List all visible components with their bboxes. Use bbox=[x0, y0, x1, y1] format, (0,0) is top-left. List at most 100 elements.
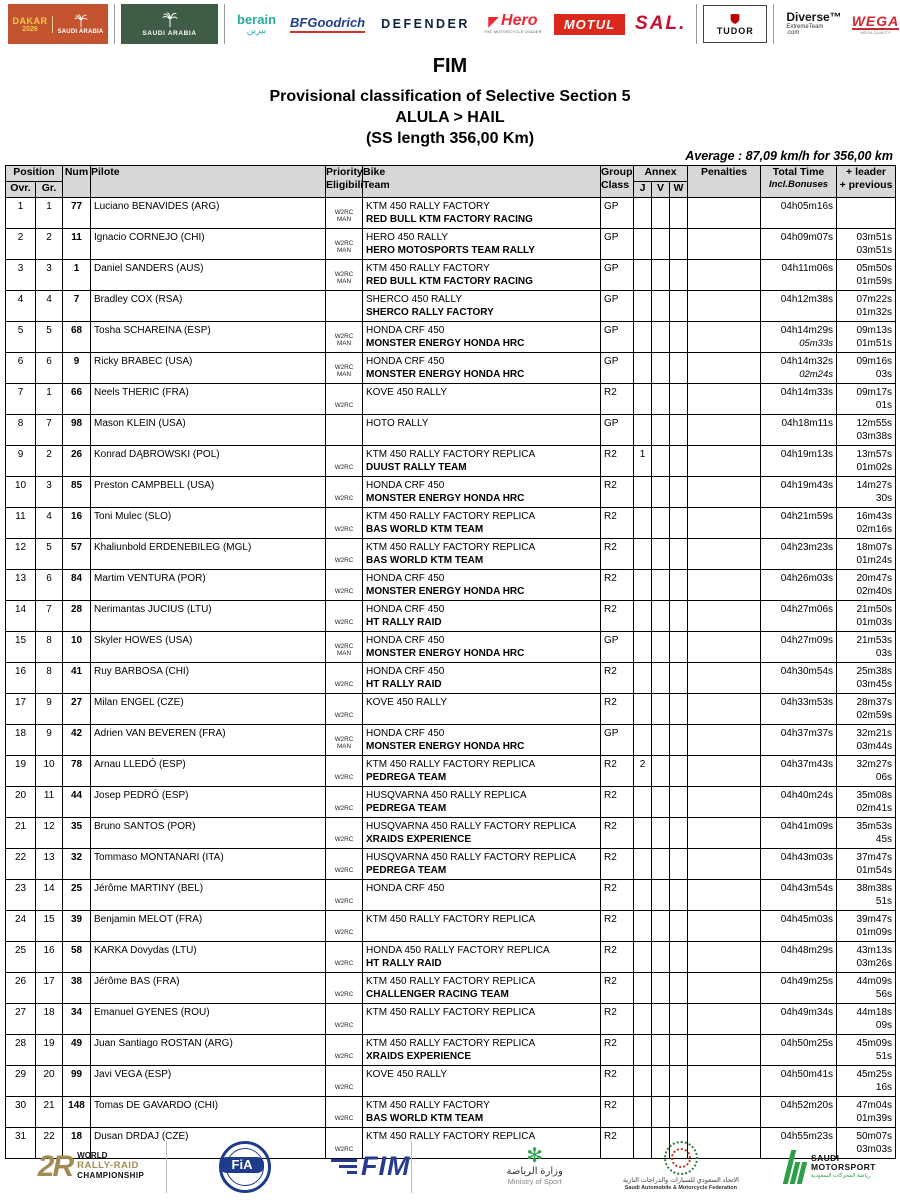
group-class: R2 bbox=[600, 941, 635, 973]
overall-position: 1 bbox=[5, 197, 36, 229]
total-time: 04h19m43s bbox=[760, 476, 838, 508]
w2rc-logo: 2R WORLD RALLY-RAID CHAMPIONSHIP bbox=[37, 1149, 145, 1183]
gap-to-leader: 44m18s 09s bbox=[836, 1003, 897, 1035]
gap-to-leader: 47m04s 01m39s bbox=[836, 1096, 897, 1128]
group-position: 10 bbox=[34, 755, 64, 787]
annex-j-value bbox=[633, 197, 653, 229]
group-position: 11 bbox=[34, 786, 64, 818]
gap-to-leader bbox=[836, 197, 897, 229]
overall-position: 24 bbox=[5, 910, 36, 942]
annex-v-value bbox=[651, 290, 671, 322]
priority-eligibility: W2RC bbox=[325, 383, 364, 415]
sponsor-bar: DAKAR 2026 SAUDI ARABIA SAUDI ARABIA ber… bbox=[0, 0, 900, 48]
table-row: 16 8 41 Ruy BARBOSA (CHI) W2RC HONDA CRF… bbox=[5, 662, 897, 694]
hero-logo: ◤ Hero THE MOTORCYCLE LEADER bbox=[483, 12, 542, 35]
table-row: 22 13 32 Tommaso MONTANARI (ITA) W2RC HU… bbox=[5, 848, 897, 880]
col-position: Position bbox=[4, 165, 64, 182]
rider-name: Daniel SANDERS (AUS) bbox=[90, 259, 327, 291]
penalties-value bbox=[687, 910, 762, 942]
bike-and-team: KTM 450 RALLY FACTORY REPLICA PEDREGA TEA… bbox=[362, 755, 602, 787]
annex-w-value bbox=[669, 879, 689, 911]
rider-number: 66 bbox=[62, 383, 92, 415]
bike-and-team: KTM 450 RALLY FACTORY REPLICA bbox=[362, 1127, 602, 1159]
rider-number: 35 bbox=[62, 817, 92, 849]
rider-number: 68 bbox=[62, 321, 92, 353]
rider-number: 1 bbox=[62, 259, 92, 291]
group-position: 22 bbox=[34, 1127, 64, 1159]
rider-number: 18 bbox=[62, 1127, 92, 1159]
annex-v-value bbox=[651, 786, 671, 818]
priority-eligibility: W2RC bbox=[325, 1127, 364, 1159]
rider-name: Tosha SCHAREINA (ESP) bbox=[90, 321, 327, 353]
overall-position: 28 bbox=[5, 1034, 36, 1066]
total-time: 04h14m32s 02m24s bbox=[760, 352, 838, 384]
group-class: GP bbox=[600, 228, 635, 260]
priority-eligibility: W2RC MAN bbox=[325, 321, 364, 353]
table-row: 26 17 38 Jérôme BAS (FRA) W2RC KTM 450 R… bbox=[5, 972, 897, 1004]
penalties-value bbox=[687, 445, 762, 477]
bike-and-team: SHERCO 450 RALLY SHERCO RALLY FACTORY bbox=[362, 290, 602, 322]
results-body: 1 1 77 Luciano BENAVIDES (ARG) W2RC MAN K… bbox=[5, 197, 897, 1159]
priority-eligibility bbox=[325, 290, 364, 322]
group-position: 19 bbox=[34, 1034, 64, 1066]
bike-and-team: HUSQVARNA 450 RALLY FACTORY REPLICA XRAID… bbox=[362, 817, 602, 849]
saudi-country-label: SAUDI ARABIA bbox=[142, 29, 197, 37]
annex-v-value bbox=[651, 1096, 671, 1128]
group-class: R2 bbox=[600, 1096, 635, 1128]
overall-position: 18 bbox=[5, 724, 36, 756]
total-time: 04h49m25s bbox=[760, 972, 838, 1004]
annex-w-value bbox=[669, 476, 689, 508]
rider-number: 49 bbox=[62, 1034, 92, 1066]
total-time: 04h52m20s bbox=[760, 1096, 838, 1128]
col-annex-v: V bbox=[651, 181, 671, 198]
annex-j-value bbox=[633, 1096, 653, 1128]
group-class: R2 bbox=[600, 662, 635, 694]
rider-number: 148 bbox=[62, 1096, 92, 1128]
bike-and-team: KTM 450 RALLY FACTORY REPLICA BAS WORLD K… bbox=[362, 507, 602, 539]
priority-eligibility: W2RC MAN bbox=[325, 631, 364, 663]
gap-to-leader: 20m47s 02m40s bbox=[836, 569, 897, 601]
col-bike-team: Bike Team bbox=[362, 165, 602, 198]
annex-v-value bbox=[651, 228, 671, 260]
annex-v-value bbox=[651, 817, 671, 849]
overall-position: 30 bbox=[5, 1096, 36, 1128]
total-time: 04h23m23s bbox=[760, 538, 838, 570]
group-class: R2 bbox=[600, 786, 635, 818]
group-position: 15 bbox=[34, 910, 64, 942]
annex-w-value bbox=[669, 941, 689, 973]
annex-w-value bbox=[669, 724, 689, 756]
bike-and-team: KOVE 450 RALLY bbox=[362, 1065, 602, 1097]
overall-position: 25 bbox=[5, 941, 36, 973]
ss-length: (SS length 356,00 Km) bbox=[365, 130, 535, 147]
annex-j-value bbox=[633, 972, 653, 1004]
dakar-wordmark: DAKAR bbox=[12, 15, 48, 26]
gap-to-leader: 45m25s 16s bbox=[836, 1065, 897, 1097]
group-position: 7 bbox=[34, 600, 64, 632]
annex-v-value bbox=[651, 1065, 671, 1097]
annex-j-value bbox=[633, 538, 653, 570]
annex-v-value bbox=[651, 755, 671, 787]
priority-eligibility: W2RC bbox=[325, 786, 364, 818]
penalties-value bbox=[687, 352, 762, 384]
bike-and-team: KTM 450 RALLY FACTORY REPLICA bbox=[362, 910, 602, 942]
group-position: 20 bbox=[34, 1065, 64, 1097]
group-class: R2 bbox=[600, 383, 635, 415]
annex-v-value bbox=[651, 941, 671, 973]
palm-tree-icon bbox=[161, 11, 178, 27]
priority-eligibility: W2RC MAN bbox=[325, 352, 364, 384]
gap-to-leader: 39m47s 01m09s bbox=[836, 910, 897, 942]
annex-w-value bbox=[669, 972, 689, 1004]
overall-position: 4 bbox=[5, 290, 36, 322]
total-time: 04h41m09s bbox=[760, 817, 838, 849]
gap-to-leader: 28m37s 02m59s bbox=[836, 693, 897, 725]
divider bbox=[114, 4, 115, 44]
group-class: R2 bbox=[600, 476, 635, 508]
col-total-time: Total Time Incl.Bonuses bbox=[760, 165, 838, 198]
rider-name: Khaliunbold ERDENEBILEG (MGL) bbox=[90, 538, 327, 570]
rider-number: 38 bbox=[62, 972, 92, 1004]
penalties-value bbox=[687, 414, 762, 446]
hero-tagline: THE MOTORCYCLE LEADER bbox=[483, 30, 542, 35]
group-position: 8 bbox=[34, 662, 64, 694]
tudor-shield-icon bbox=[730, 13, 740, 24]
rider-number: 58 bbox=[62, 941, 92, 973]
